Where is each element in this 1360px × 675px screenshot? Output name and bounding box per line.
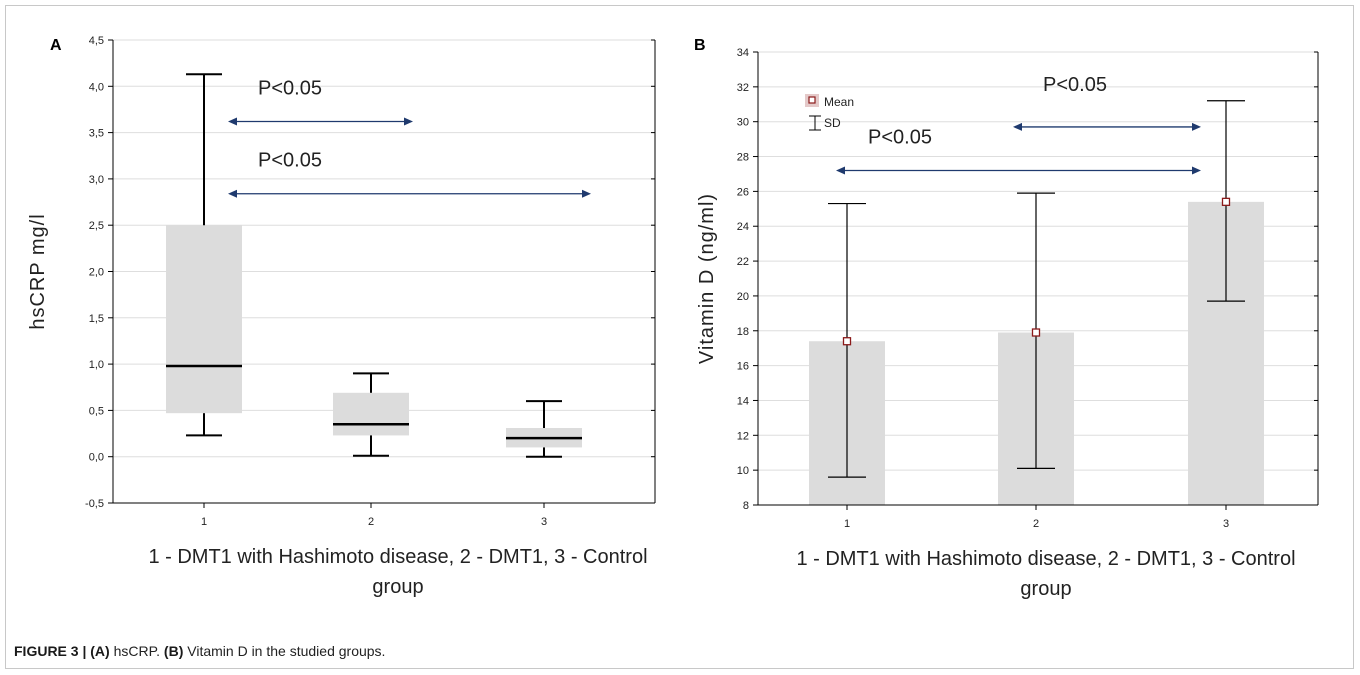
figure-caption: FIGURE 3 | (A) hsCRP. (B) Vitamin D in t… xyxy=(14,643,385,659)
y-tick-label: 14 xyxy=(737,395,749,407)
y-tick-label: 10 xyxy=(737,465,749,477)
legend-mean-marker xyxy=(808,96,816,104)
y-axis-label: hsCRP mg/l xyxy=(27,213,49,329)
y-tick-label: 4,0 xyxy=(89,81,104,93)
arrowhead-left xyxy=(228,117,237,126)
y-tick-label: 1,5 xyxy=(89,313,104,325)
caption-label: FIGURE 3 | xyxy=(14,643,87,659)
x-tick-label: 2 xyxy=(1033,518,1039,530)
arrowhead-right xyxy=(582,189,591,198)
arrowhead-left xyxy=(836,166,845,175)
y-tick-label: 1,0 xyxy=(89,359,104,371)
mean-marker xyxy=(1221,197,1231,206)
panel-label: B xyxy=(694,37,706,54)
y-tick-label: 0,0 xyxy=(89,452,104,464)
x-tick-label: 1 xyxy=(201,516,207,528)
legend-mean-label: Mean xyxy=(824,95,854,109)
p-value-label: P<0.05 xyxy=(868,126,932,148)
y-tick-label: 3,5 xyxy=(89,128,104,140)
x-axis-label: 1 - DMT1 with Hashimoto disease, 2 - DMT… xyxy=(148,546,647,568)
y-tick-label: 32 xyxy=(737,82,749,94)
caption-a-label: (A) xyxy=(90,643,110,659)
p-value-label: P<0.05 xyxy=(1043,74,1107,96)
y-tick-label: 26 xyxy=(737,186,749,198)
y-tick-label: 4,5 xyxy=(89,35,104,47)
arrowhead-right xyxy=(1192,166,1201,175)
arrowhead-right xyxy=(404,117,413,126)
y-tick-label: 2,0 xyxy=(89,267,104,279)
y-tick-label: 30 xyxy=(737,117,749,129)
x-axis-label-line2: group xyxy=(372,576,423,598)
y-tick-label: 20 xyxy=(737,291,749,303)
x-tick-label: 2 xyxy=(368,516,374,528)
x-tick-label: 1 xyxy=(844,518,850,530)
figure-svg: -0,50,00,51,01,52,02,53,03,54,04,51 2 3P<0… xyxy=(27,35,1319,600)
caption-b-label: (B) xyxy=(163,643,184,659)
panel-label: A xyxy=(50,37,62,54)
y-tick-label: 0,5 xyxy=(89,405,104,417)
y-tick-label: 24 xyxy=(737,221,749,233)
y-tick-label: -0,5 xyxy=(85,498,104,510)
panel-a: -0,5 0,0 0,5 1,0 1,5 2,0 2,5 3,0 3,5 4,0 4,5 1 2 3 P<0… xyxy=(27,35,656,598)
arrowhead-left xyxy=(1013,122,1022,131)
y-axis-label: Vitamin D (ng/ml) xyxy=(696,193,718,364)
caption-a-text: hsCRP. xyxy=(113,643,161,659)
box-iqr xyxy=(333,392,409,436)
arrowhead-right xyxy=(1192,122,1201,131)
box-iqr xyxy=(166,225,242,414)
legend-sd-label: SD xyxy=(824,116,841,130)
x-tick-label: 3 xyxy=(541,516,547,528)
mean-marker xyxy=(842,337,852,346)
y-tick-label: 2,5 xyxy=(89,220,104,232)
y-tick-label: 34 xyxy=(737,47,749,59)
x-axis-label: 1 - DMT1 with Hashimoto disease, 2 - DMT… xyxy=(796,548,1295,570)
p-value-label: P<0.05 xyxy=(258,77,322,99)
arrowhead-left xyxy=(228,189,237,198)
mean-marker xyxy=(1031,328,1041,337)
y-tick-label: 3,0 xyxy=(89,174,104,186)
y-tick-label: 22 xyxy=(737,256,749,268)
p-value-label: P<0.05 xyxy=(258,150,322,172)
x-tick-label: 3 xyxy=(1223,518,1229,530)
y-tick-label: 18 xyxy=(737,326,749,338)
caption-b-text: Vitamin D in the studied groups. xyxy=(187,643,386,659)
y-tick-label: 28 xyxy=(737,152,749,164)
y-tick-label: 12 xyxy=(737,430,749,442)
y-tick-label: 8 xyxy=(743,500,749,512)
y-tick-label: 16 xyxy=(737,361,749,373)
x-axis-label-line2: group xyxy=(1020,578,1071,600)
